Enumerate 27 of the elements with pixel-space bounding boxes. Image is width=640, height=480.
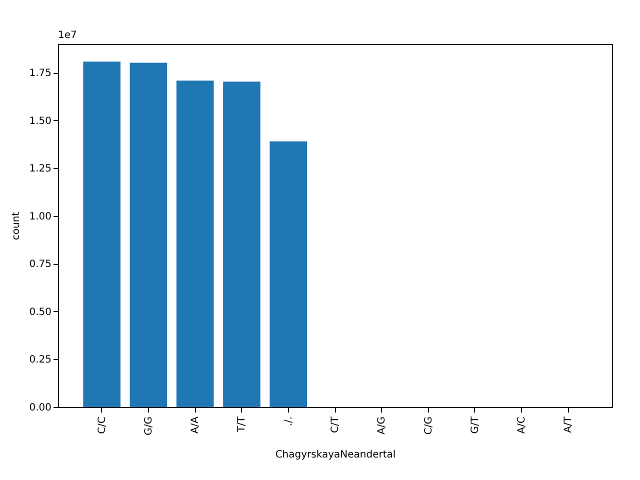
x-tick-label: G/G xyxy=(143,416,154,436)
y-tick-label: 0.75 xyxy=(29,259,52,270)
y-tick-label: 1.25 xyxy=(29,164,52,175)
text: 1e7 xyxy=(58,30,77,41)
y-tick-label: 0.25 xyxy=(29,354,52,366)
x-tick-label: A/G xyxy=(376,416,388,434)
x-tick-label: A/A xyxy=(190,416,202,434)
y-tick-label: 1.50 xyxy=(29,116,52,127)
y-tick-label: 1.00 xyxy=(29,211,52,222)
x-axis-title: ChagyrskayaNeandertal xyxy=(275,449,396,460)
bar xyxy=(223,82,260,407)
y-tick-label: 0.00 xyxy=(29,402,52,414)
x-tick-label: G/T xyxy=(470,416,481,434)
y-tick-label: 0.50 xyxy=(29,306,52,318)
bar xyxy=(130,62,168,407)
x-tick-label: C/G xyxy=(423,416,434,435)
y-tick-label: 1.75 xyxy=(29,68,52,80)
bar xyxy=(176,80,214,407)
bar xyxy=(83,62,120,407)
x-tick-label: C/T xyxy=(330,416,341,433)
x-tick-label: T/T xyxy=(236,416,248,434)
x-tick-label: A/C xyxy=(516,416,528,434)
y-axis-title: count xyxy=(11,212,22,240)
x-tick-label: ./. xyxy=(283,416,294,426)
bar xyxy=(270,141,308,407)
x-tick-label: A/T xyxy=(563,416,574,433)
x-tick-label: C/C xyxy=(96,416,108,434)
